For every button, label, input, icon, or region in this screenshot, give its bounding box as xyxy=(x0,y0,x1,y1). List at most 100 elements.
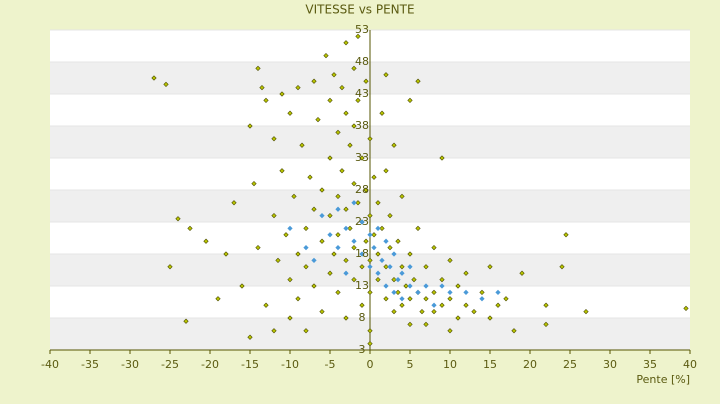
data-point xyxy=(359,219,365,225)
data-point xyxy=(383,264,389,270)
y-tick-label: 28 xyxy=(355,183,369,196)
data-point xyxy=(343,257,349,264)
data-point xyxy=(395,276,401,283)
data-point xyxy=(331,251,337,257)
data-point xyxy=(375,200,381,206)
data-point xyxy=(279,168,285,174)
data-point xyxy=(231,200,237,206)
x-tick-label: 25 xyxy=(563,358,577,371)
data-point xyxy=(415,78,421,84)
data-point xyxy=(439,283,445,289)
data-point xyxy=(239,283,245,289)
data-point xyxy=(259,84,265,91)
data-point xyxy=(319,187,325,193)
data-point xyxy=(563,232,569,238)
data-point xyxy=(251,180,257,187)
data-point xyxy=(419,308,425,315)
data-point xyxy=(335,232,341,238)
data-point xyxy=(375,225,381,232)
y-tick-label: 48 xyxy=(355,55,369,68)
data-point xyxy=(391,289,397,296)
data-point xyxy=(359,155,365,161)
data-point xyxy=(343,40,349,46)
data-point xyxy=(343,110,349,116)
data-point xyxy=(367,328,373,334)
x-tick-label: 40 xyxy=(683,358,697,371)
data-point xyxy=(375,251,381,257)
data-point xyxy=(355,97,361,104)
data-point xyxy=(263,97,269,104)
x-tick-label: 20 xyxy=(523,358,537,371)
data-point xyxy=(407,296,413,302)
data-point xyxy=(295,251,301,257)
data-point xyxy=(311,78,317,84)
x-tick-label: -20 xyxy=(201,358,219,371)
y-tick-label: 53 xyxy=(355,23,369,36)
data-point xyxy=(463,270,469,276)
data-point xyxy=(479,296,485,302)
data-point xyxy=(479,289,485,296)
data-point xyxy=(383,296,389,302)
x-tick-label: 10 xyxy=(443,358,457,371)
data-point xyxy=(447,257,453,264)
x-tick-label: 15 xyxy=(483,358,497,371)
data-point xyxy=(323,52,329,59)
data-point xyxy=(399,296,405,302)
data-point xyxy=(415,289,421,296)
data-point xyxy=(375,276,381,283)
data-point xyxy=(379,257,385,264)
data-point xyxy=(287,225,293,232)
data-point xyxy=(275,257,281,264)
y-tick-label: 8 xyxy=(359,311,366,324)
data-point xyxy=(363,78,369,84)
data-point xyxy=(351,276,357,283)
data-point xyxy=(347,225,353,232)
data-point xyxy=(287,276,293,283)
data-point xyxy=(439,155,445,161)
data-point xyxy=(431,302,437,308)
data-point xyxy=(375,270,381,276)
data-point xyxy=(187,225,193,232)
x-tick-label: -15 xyxy=(241,358,259,371)
data-point xyxy=(327,232,333,238)
data-point xyxy=(423,321,429,328)
data-point xyxy=(431,244,437,251)
data-point xyxy=(403,283,409,289)
data-point xyxy=(487,315,493,321)
data-point xyxy=(331,72,337,78)
data-point xyxy=(387,212,393,219)
x-tick-label: 30 xyxy=(603,358,617,371)
data-point xyxy=(175,216,181,222)
data-point xyxy=(367,136,373,142)
data-point xyxy=(367,232,373,238)
x-tick-label: 5 xyxy=(407,358,414,371)
data-point xyxy=(355,33,361,40)
data-point xyxy=(327,212,333,219)
y-tick-label: 18 xyxy=(355,247,369,260)
data-point xyxy=(339,168,345,174)
data-point xyxy=(439,302,445,308)
data-point xyxy=(471,308,477,315)
data-point xyxy=(203,238,209,244)
data-point xyxy=(367,264,373,270)
x-tick-label: -25 xyxy=(161,358,179,371)
data-point xyxy=(287,110,293,116)
data-point xyxy=(383,168,389,174)
data-point xyxy=(215,296,221,302)
data-point xyxy=(295,296,301,302)
data-point xyxy=(183,318,189,324)
data-point xyxy=(303,225,309,232)
data-point xyxy=(351,244,357,251)
data-point xyxy=(351,123,357,129)
data-point xyxy=(359,302,365,308)
data-point xyxy=(395,289,401,296)
data-point xyxy=(307,174,313,180)
data-point xyxy=(583,308,589,315)
data-point xyxy=(319,238,325,244)
data-point xyxy=(283,232,289,238)
data-point xyxy=(335,206,341,212)
data-point xyxy=(271,212,277,219)
data-point xyxy=(319,308,325,315)
data-point xyxy=(495,289,501,296)
